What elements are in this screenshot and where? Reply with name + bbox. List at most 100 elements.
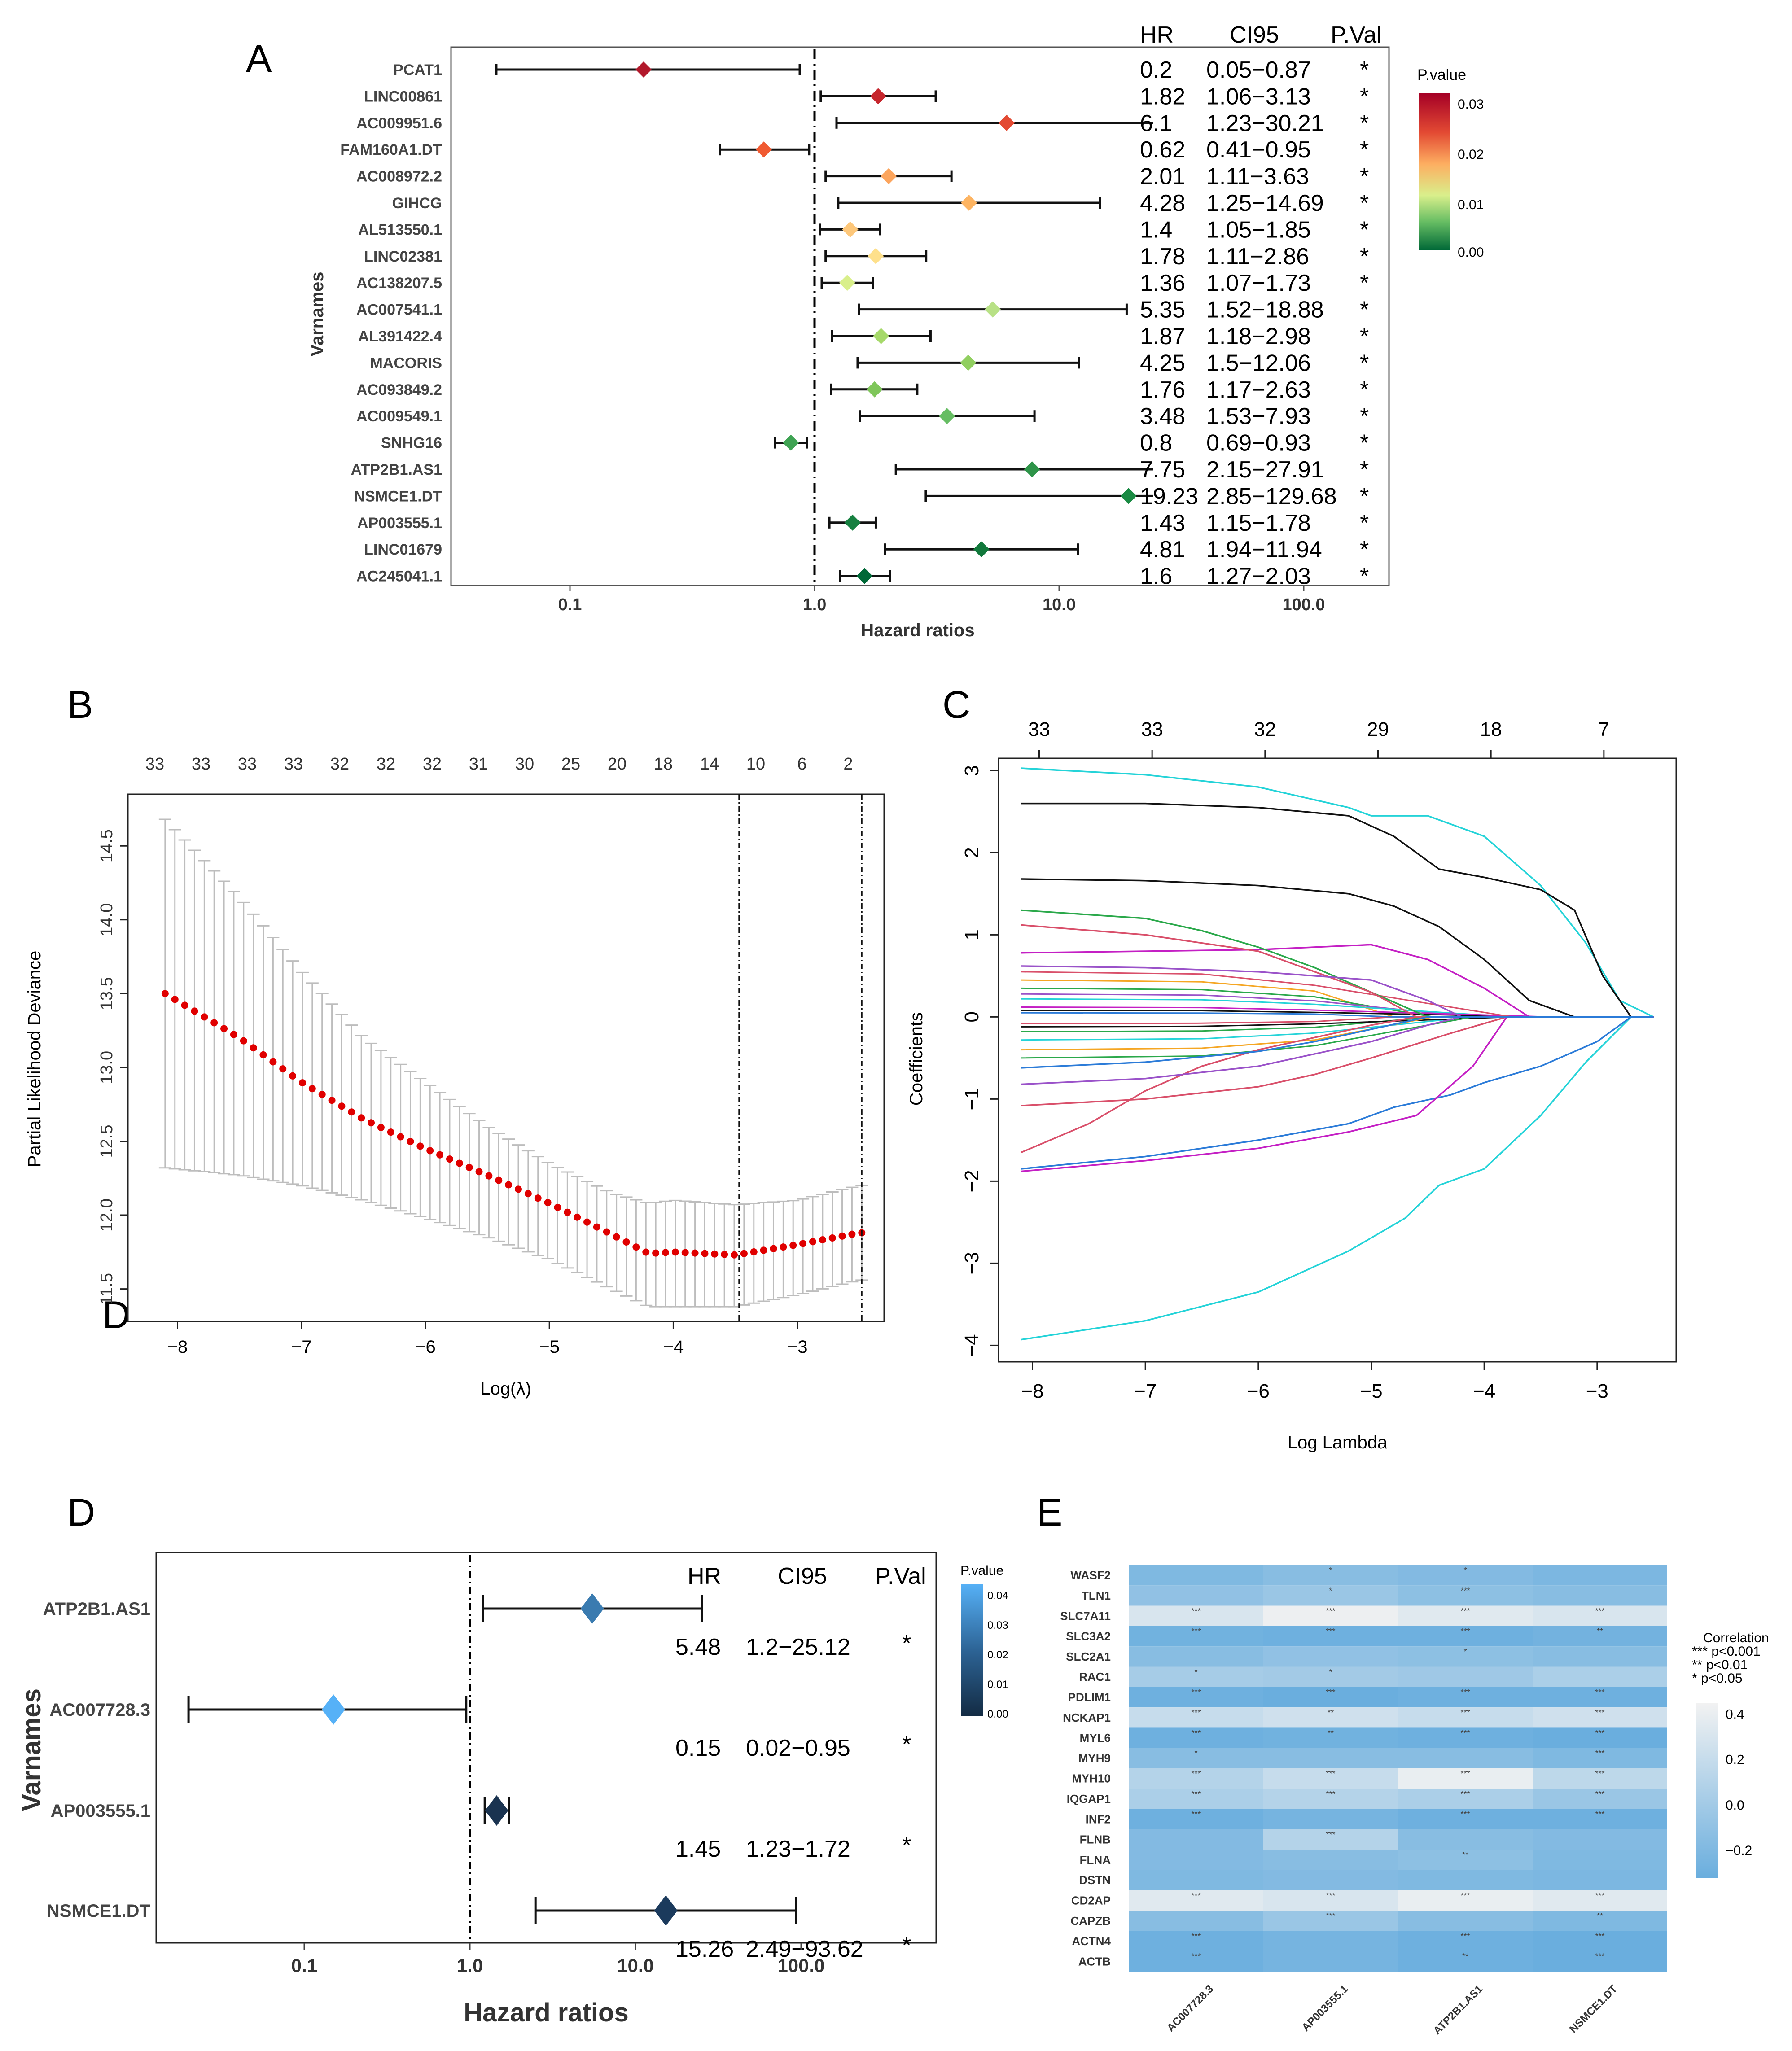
- panel-e-cell: [1533, 1768, 1667, 1789]
- panel-b-xtick-label: −8: [167, 1337, 188, 1357]
- panel-e-cell: [1129, 1646, 1263, 1667]
- panel-e-cell: [1263, 1890, 1398, 1911]
- panel-e-heatmap: WASF2 * *TLN1 * ***SLC7A11 *** *** *** ***SLC3A2…: [1060, 1565, 1667, 2037]
- panel-b-ylabel: Partial Likelihood Deviance: [25, 951, 44, 1168]
- panel-e-cell-stars: ***: [1326, 1911, 1335, 1920]
- panel-b-mean-point: [485, 1172, 493, 1180]
- panel-a-hr-value: 7.75: [1140, 457, 1185, 483]
- panel-a-sig: *: [1360, 510, 1369, 536]
- panel-b-mean-point: [289, 1072, 297, 1080]
- panel-d-legend: P.value 0.04 0.03 0.02 0.01 0.00: [960, 1563, 1008, 1720]
- panel-e-gene-label: SLC2A1: [1066, 1650, 1111, 1663]
- panel-e-gene-label: ACTN4: [1072, 1934, 1111, 1948]
- panel-b-mean-point: [328, 1097, 336, 1104]
- panel-c-coefficient-path: [1021, 1016, 1654, 1172]
- panel-c-coefficient-path: [1021, 924, 1654, 1018]
- panel-e-cell: [1263, 1626, 1398, 1647]
- panel-e-cell: [1533, 1748, 1667, 1768]
- panel-b-mean-point: [181, 1001, 188, 1009]
- panel-b-ytick-label: 13.0: [97, 1051, 116, 1084]
- panel-a-hr-value: 1.36: [1140, 270, 1185, 296]
- panel-a-hr-value: 1.78: [1140, 244, 1185, 270]
- panel-d-ci-value: 2.49−93.62: [746, 1936, 863, 1962]
- panel-a-xtick-label: 10.0: [1043, 595, 1076, 614]
- panel-e-legend-tick: 0.2: [1726, 1753, 1744, 1767]
- panel-e-cell: [1129, 1707, 1263, 1728]
- panel-b-mean-point: [701, 1250, 709, 1257]
- panel-a-hr-value: 5.35: [1140, 297, 1185, 323]
- panel-c-ytick-label: −1: [961, 1088, 983, 1110]
- panel-c-xtick-label: −6: [1247, 1380, 1270, 1402]
- panel-e-cell-stars: ***: [1460, 1728, 1470, 1737]
- panel-b-top-count: 32: [377, 755, 395, 774]
- panel-b-mean-point: [593, 1223, 600, 1231]
- panel-b-top-count: 6: [797, 755, 806, 774]
- panel-e-cell-stars: ***: [1326, 1607, 1335, 1616]
- panel-a-legend-title: P.value: [1417, 66, 1466, 83]
- panel-e-cell: [1533, 1605, 1667, 1626]
- panel-a-sig: *: [1360, 137, 1369, 163]
- panel-e-gene-label: NCKAP1: [1063, 1711, 1111, 1724]
- panel-c-ytick-label: −2: [961, 1170, 983, 1192]
- panel-e-cell-stars: ***: [1595, 1688, 1604, 1697]
- panel-d-hr-point: [580, 1593, 604, 1624]
- panel-e-cell: [1533, 1646, 1667, 1667]
- panel-c-ytick-label: −3: [961, 1252, 983, 1274]
- panel-a-ci-value: 1.15−1.78: [1206, 510, 1311, 536]
- panel-e-legend: Correlation *** p<0.001 ** p<0.01 * p<0.…: [1692, 1631, 1769, 1878]
- panel-b-mean-point: [652, 1249, 660, 1257]
- panel-a-hr-point: [783, 434, 799, 451]
- panel-a-sig: *: [1360, 350, 1369, 376]
- panel-e-cell-stars: **: [1462, 1850, 1468, 1859]
- panel-a-sig: *: [1360, 83, 1369, 109]
- panel-e-cell: [1263, 1605, 1398, 1626]
- panel-d-xtick-label: 100.0: [777, 1955, 824, 1976]
- panel-b-mean-point: [671, 1248, 679, 1256]
- panel-e-cell: [1533, 1850, 1667, 1870]
- panel-a-ci-value: 1.53−7.93: [1206, 403, 1311, 429]
- panel-b-mean-point: [171, 996, 179, 1003]
- panel-b-mean-point: [456, 1159, 463, 1167]
- panel-e-cell-stars: ***: [1595, 1728, 1604, 1737]
- panel-letter-d: D: [67, 1491, 95, 1534]
- panel-a-legend-tick-0: 0.03: [1458, 97, 1484, 112]
- panel-e-cell: [1398, 1565, 1533, 1586]
- panel-c-coefficient-path: [1021, 1016, 1654, 1154]
- panel-b-mean-point: [603, 1228, 610, 1236]
- panel-b-ytick-label: 13.5: [97, 977, 116, 1010]
- panel-e-cell: [1398, 1789, 1533, 1809]
- panel-b-mean-point: [828, 1234, 836, 1242]
- panel-a-ylabel: Varnames: [307, 271, 327, 356]
- panel-c-ytick-label: 1: [961, 929, 983, 940]
- panel-e-gene-label: INF2: [1086, 1812, 1111, 1826]
- panel-a-ci-value: 0.41−0.95: [1206, 137, 1311, 163]
- panel-a-gene-label: GIHCG: [392, 195, 442, 212]
- panel-letter-e: E: [1037, 1491, 1062, 1534]
- panel-b-mean-point: [740, 1250, 748, 1257]
- panel-a-ci-value: 0.69−0.93: [1206, 430, 1311, 456]
- panel-a-sig: *: [1360, 377, 1369, 403]
- panel-e-cell-stars: **: [1462, 1952, 1468, 1961]
- panel-a-legend-tick-3: 0.00: [1458, 245, 1484, 260]
- panel-c-xtick-label: −5: [1360, 1380, 1382, 1402]
- panel-b-mean-point: [465, 1163, 473, 1171]
- panel-e-cell: [1129, 1829, 1263, 1850]
- panel-a-gene-label: AC093849.2: [356, 381, 442, 398]
- panel-d-xtick-label: 0.1: [291, 1955, 317, 1976]
- panel-e-cell: [1129, 1951, 1263, 1972]
- panel-b-mean-point: [789, 1242, 797, 1249]
- panel-a-hr-point: [839, 275, 855, 291]
- panel-e-cell-stars: *: [1194, 1668, 1197, 1677]
- panel-e-legend-key-0: *** p<0.001: [1692, 1644, 1761, 1659]
- panel-b-top-count: 2: [843, 755, 853, 774]
- panel-b-mean-point: [495, 1176, 503, 1184]
- panel-b-mean-point: [240, 1037, 247, 1045]
- panel-e-cell-stars: ***: [1460, 1789, 1470, 1798]
- panel-e-cell-stars: ***: [1595, 1607, 1604, 1616]
- panel-e-gene-label: TLN1: [1082, 1589, 1111, 1602]
- panel-e-cell-stars: ***: [1191, 1932, 1201, 1941]
- panel-a-hr-point: [635, 61, 652, 78]
- panel-a-hr-point: [961, 195, 977, 211]
- panel-d-ci-value: 1.2−25.12: [746, 1634, 850, 1660]
